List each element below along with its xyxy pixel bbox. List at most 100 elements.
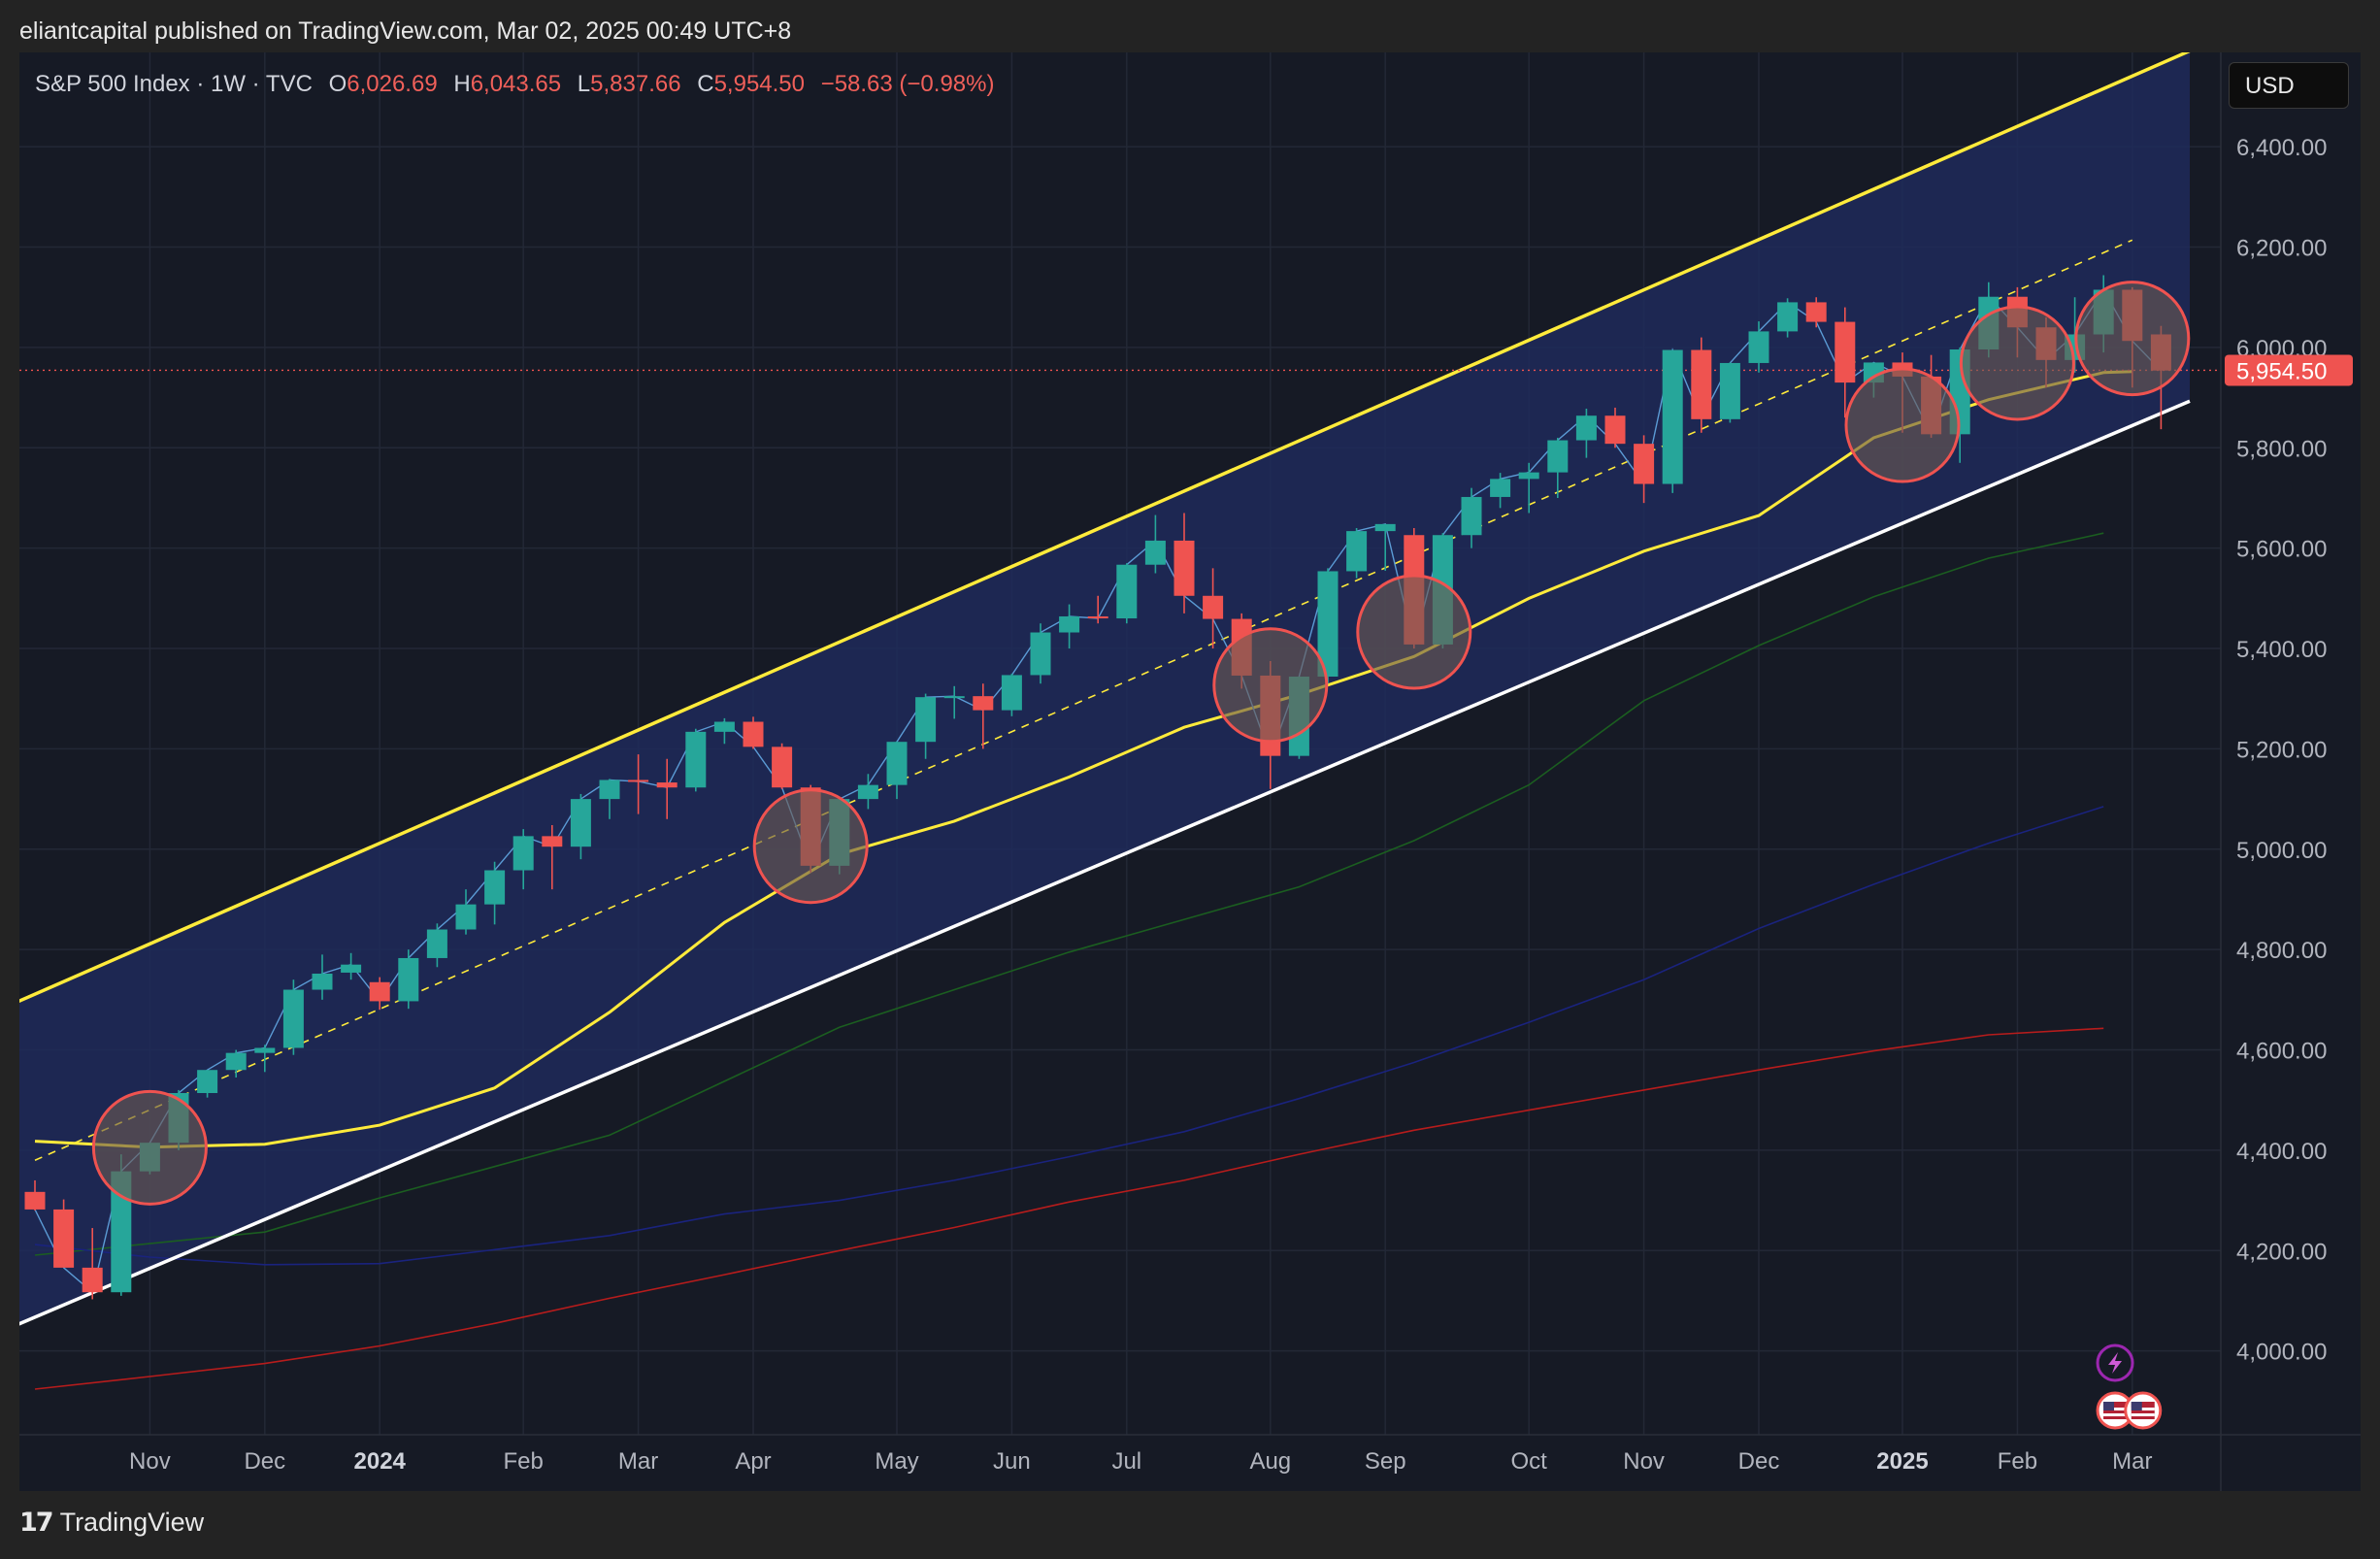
candle-body bbox=[197, 1070, 218, 1094]
candle-body bbox=[282, 989, 304, 1048]
y-tick-label: 4,600.00 bbox=[2236, 1039, 2327, 1065]
candle-body bbox=[1087, 615, 1108, 619]
currency-button[interactable]: USD bbox=[2229, 62, 2349, 109]
candle bbox=[1173, 513, 1195, 614]
candle bbox=[1662, 349, 1683, 493]
candle bbox=[1461, 487, 1482, 548]
candle-body bbox=[1547, 440, 1569, 473]
x-tick-label: 2024 bbox=[354, 1448, 407, 1475]
low-label: L bbox=[577, 71, 591, 97]
channel-fill bbox=[19, 52, 2190, 1324]
x-tick-label: Jul bbox=[1111, 1448, 1141, 1475]
candle-body bbox=[1144, 540, 1166, 565]
candle-body bbox=[369, 981, 390, 1002]
last-price-tag bbox=[2225, 354, 2353, 386]
published-by-text: eliantcapital published on TradingView.c… bbox=[19, 17, 792, 45]
candle bbox=[1604, 407, 1626, 448]
y-tick-label: 5,400.00 bbox=[2236, 637, 2327, 663]
candle-body bbox=[1604, 415, 1626, 445]
candle bbox=[1203, 568, 1224, 649]
candle-body bbox=[1777, 302, 1799, 332]
x-tick-label: Apr bbox=[735, 1448, 771, 1475]
y-tick-label: 4,400.00 bbox=[2236, 1139, 2327, 1165]
candle-body bbox=[772, 746, 793, 788]
candle bbox=[772, 743, 793, 789]
ohlc-legend: S&P 500 Index · 1W · TVC O6,026.69 H6,04… bbox=[35, 71, 994, 98]
highlight-circle bbox=[752, 788, 869, 905]
candle-body bbox=[599, 780, 620, 800]
tradingview-brand-text: TradingView bbox=[59, 1508, 205, 1537]
highlight-circle bbox=[91, 1089, 208, 1206]
candle-body bbox=[512, 836, 534, 871]
candle bbox=[973, 683, 994, 749]
support-line bbox=[19, 399, 2191, 1326]
y-tick-label: 5,800.00 bbox=[2236, 436, 2327, 462]
candle-body bbox=[24, 1191, 46, 1210]
candle bbox=[713, 717, 735, 745]
x-tick-label: Nov bbox=[1623, 1448, 1665, 1475]
lightning-bolt-icon bbox=[2108, 1352, 2123, 1374]
candle bbox=[512, 829, 534, 890]
candle-body bbox=[254, 1047, 276, 1053]
candle bbox=[254, 1045, 276, 1073]
candle-body bbox=[685, 731, 707, 788]
x-tick-label: Feb bbox=[1998, 1448, 2037, 1475]
candle bbox=[628, 754, 649, 814]
candle bbox=[341, 952, 362, 980]
candle-body bbox=[973, 696, 994, 711]
x-tick-label: Aug bbox=[1249, 1448, 1291, 1475]
candle bbox=[1346, 528, 1368, 579]
candle bbox=[542, 824, 563, 890]
price-chart[interactable]: 6,400.006,200.006,000.005,800.005,600.00… bbox=[19, 52, 2361, 1491]
y-tick-label: 6,400.00 bbox=[2236, 135, 2327, 161]
candle bbox=[1634, 435, 1655, 504]
candle-body bbox=[426, 929, 447, 958]
highlight-circle bbox=[2074, 281, 2191, 397]
candle bbox=[1490, 473, 1511, 509]
candle bbox=[857, 774, 878, 810]
x-tick-label: Nov bbox=[129, 1448, 171, 1475]
candle bbox=[1719, 362, 1740, 423]
candle-body bbox=[656, 782, 678, 788]
candle bbox=[570, 793, 591, 860]
moving-average-100 bbox=[34, 806, 2104, 1266]
candle bbox=[53, 1199, 75, 1268]
candle bbox=[1805, 297, 1827, 328]
highlight-circle bbox=[1959, 305, 2075, 421]
top-bar: eliantcapital published on TradingView.c… bbox=[0, 0, 2380, 52]
us-flag-event-icon bbox=[2096, 1391, 2134, 1430]
candle bbox=[1059, 604, 1080, 649]
chart-area[interactable]: 6,400.00 6,200.00 6,000.00 5,800.00 5,600.00… bbox=[19, 52, 2361, 1491]
candle-body bbox=[857, 784, 878, 800]
highlight-circle bbox=[1844, 367, 1961, 483]
candle bbox=[197, 1070, 218, 1098]
tradingview-logo[interactable]: 𝟭𝟳 TradingView bbox=[19, 1508, 204, 1538]
flag-stripe-white bbox=[2103, 1413, 2128, 1416]
candle-body bbox=[915, 697, 937, 743]
candle bbox=[1001, 673, 1022, 716]
candle-body bbox=[1059, 615, 1080, 633]
candle-body bbox=[225, 1052, 247, 1071]
x-tick-label: May bbox=[875, 1448, 918, 1475]
flag-stripe-white bbox=[2103, 1408, 2128, 1410]
x-tick-label: Dec bbox=[1738, 1448, 1780, 1475]
x-tick-label: Jun bbox=[993, 1448, 1031, 1475]
candle bbox=[24, 1179, 46, 1211]
channel-mid-line bbox=[34, 239, 2133, 1162]
candle-body bbox=[82, 1267, 103, 1293]
x-tick-label: 2025 bbox=[1876, 1448, 1928, 1475]
candle-body bbox=[1719, 362, 1740, 419]
close-value: 5,954.50 bbox=[713, 71, 805, 97]
x-tick-label: Oct bbox=[1511, 1448, 1548, 1475]
candle bbox=[484, 861, 506, 925]
candle-body bbox=[628, 780, 649, 782]
candle-body bbox=[1374, 523, 1396, 532]
x-tick-label: Mar bbox=[2112, 1448, 2152, 1475]
close-label: C bbox=[697, 71, 714, 97]
candle-body bbox=[1317, 571, 1339, 677]
candle bbox=[426, 923, 447, 968]
y-tick-label: 6,200.00 bbox=[2236, 236, 2327, 262]
candle-body bbox=[1001, 675, 1022, 711]
symbol-label[interactable]: S&P 500 Index · 1W · TVC bbox=[35, 71, 313, 97]
us-flag-event-icon bbox=[2124, 1391, 2163, 1430]
